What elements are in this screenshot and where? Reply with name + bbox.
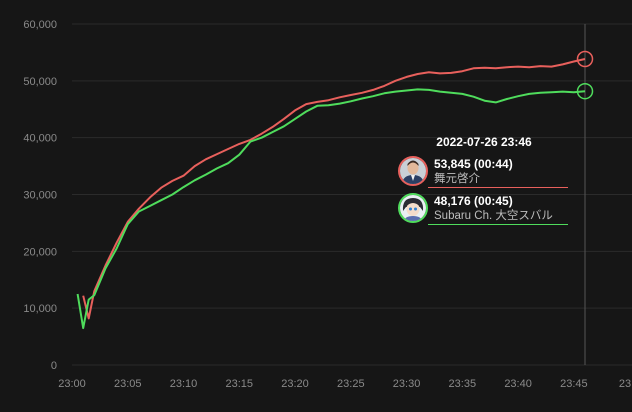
tooltip-time: 2022-07-26 23:46 (436, 135, 532, 149)
hover-markers (576, 50, 594, 100)
y-tick-label: 20,000 (23, 246, 57, 258)
hover-marker-1 (576, 82, 594, 100)
x-tick-label: 23:45 (560, 378, 588, 390)
x-tick-label: 23:10 (170, 378, 198, 390)
series-lines[interactable] (76, 58, 586, 330)
x-tick-label: 23:05 (114, 378, 142, 390)
man-portrait-icon (398, 156, 428, 186)
y-tick-label: 50,000 (23, 76, 57, 88)
tooltip-row-subaru: 48,176 (00:45) Subaru Ch. 大空スバル (398, 193, 570, 225)
tooltip-channel-name: 舞元啓介 (434, 173, 480, 185)
x-tick-label: 23:30 (393, 378, 421, 390)
x-tick-label: 23:25 (337, 378, 365, 390)
series-line-0[interactable] (82, 58, 586, 320)
y-tick-label: 60,000 (23, 19, 57, 31)
tooltip-series-underline (428, 187, 568, 188)
tooltip-value: 53,845 (00:44) (434, 157, 513, 171)
x-tick-label: 23:20 (281, 378, 309, 390)
hover-marker-0 (576, 50, 594, 68)
x-tick-label: 23:15 (226, 378, 254, 390)
tooltip-channel-name: Subaru Ch. 大空スバル (434, 210, 553, 222)
tooltip-value: 48,176 (00:45) (434, 194, 513, 208)
y-tick-label: 0 (51, 360, 57, 372)
y-tick-label: 30,000 (23, 190, 57, 202)
y-axis-ticks: 0 10,000 20,000 30,000 40,000 50,000 60,000 (23, 19, 57, 372)
x-axis-ticks: 23:00 23:05 23:10 23:15 23:20 23:25 23:30 23:35… (58, 378, 632, 390)
y-tick-label: 40,000 (23, 133, 57, 145)
tooltip-series-underline (428, 224, 568, 225)
x-tick-label: 23:40 (504, 378, 532, 390)
x-tick-label: 23:35 (449, 378, 477, 390)
anime-girl-portrait-icon (398, 193, 428, 223)
x-tick-label: 23:5 (619, 378, 632, 390)
hover-tooltip: 2022-07-26 23:46 53,845 (00:44) 舞元啓介 (398, 135, 570, 230)
series-line-1[interactable] (76, 88, 586, 330)
tooltip-row-maimoto: 53,845 (00:44) 舞元啓介 (398, 156, 570, 188)
grid-lines (72, 23, 632, 366)
x-tick-label: 23:00 (58, 378, 86, 390)
y-tick-label: 10,000 (23, 303, 57, 315)
